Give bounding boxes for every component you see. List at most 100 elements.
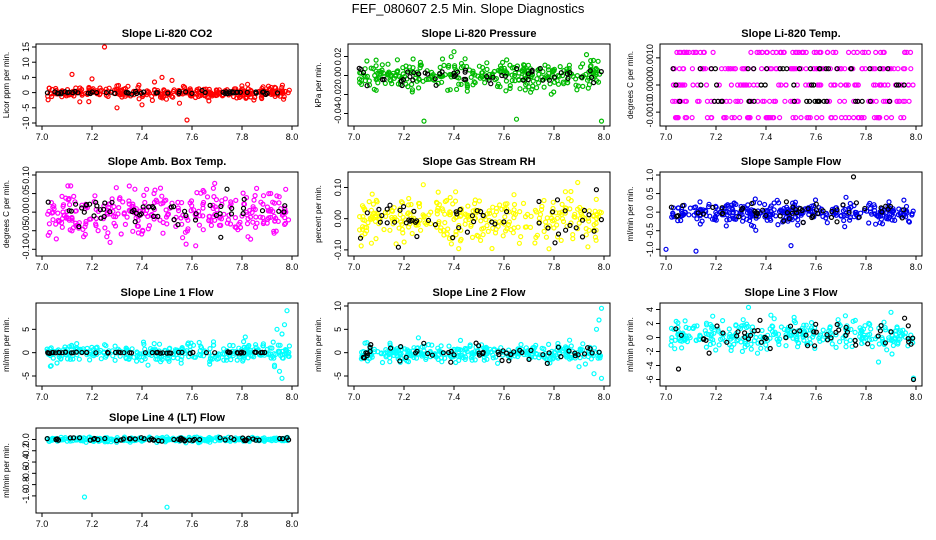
data-point-black xyxy=(526,356,532,362)
data-point-colored xyxy=(211,194,217,200)
data-point-black xyxy=(165,90,171,96)
data-point-black xyxy=(674,213,680,219)
data-point-colored xyxy=(592,234,599,240)
y-axis-label: ml/min per min. xyxy=(314,317,323,372)
data-point-black xyxy=(828,214,835,220)
x-tick-label: 7.2 xyxy=(398,392,411,402)
data-point-colored xyxy=(524,350,530,356)
data-point-colored xyxy=(672,346,678,352)
data-point-black xyxy=(825,66,832,72)
data-point-black xyxy=(392,219,398,225)
data-point-colored xyxy=(84,352,90,358)
data-point-black xyxy=(102,200,108,206)
data-point-colored xyxy=(851,49,857,56)
data-point-colored xyxy=(462,56,468,62)
data-point-colored xyxy=(453,229,459,235)
data-point-black xyxy=(70,435,77,441)
data-point-colored xyxy=(445,226,451,232)
data-point-colored xyxy=(357,214,363,220)
data-point-colored xyxy=(862,323,868,329)
data-point-colored xyxy=(596,317,602,323)
data-point-black xyxy=(403,354,409,360)
data-point-colored xyxy=(370,65,376,72)
data-point-colored xyxy=(832,114,839,121)
data-point-black xyxy=(749,200,755,207)
data-point-black xyxy=(882,340,889,346)
data-point-black xyxy=(796,66,803,72)
data-point-colored xyxy=(675,205,682,211)
data-point-colored xyxy=(541,197,547,204)
x-tick-label: 7.8 xyxy=(548,262,561,272)
data-point-colored xyxy=(437,73,443,79)
data-point-black xyxy=(142,350,148,356)
data-point-colored xyxy=(598,118,605,124)
data-point-colored xyxy=(528,213,534,219)
data-point-colored xyxy=(494,83,501,90)
data-point-colored xyxy=(502,214,508,220)
data-point-colored xyxy=(728,347,734,353)
data-point-black xyxy=(784,66,790,72)
data-point-black xyxy=(160,350,166,356)
data-point-black xyxy=(282,203,288,209)
data-point-colored xyxy=(788,333,794,339)
data-point-colored xyxy=(103,343,109,349)
data-point-colored xyxy=(843,339,849,345)
y-tick-label: 0 xyxy=(21,90,31,95)
data-point-black xyxy=(480,212,486,219)
data-point-black xyxy=(803,332,809,338)
data-point-colored xyxy=(826,98,833,104)
data-point-black xyxy=(867,66,873,72)
data-point-colored xyxy=(194,88,200,94)
data-point-black xyxy=(555,231,562,237)
data-point-black xyxy=(79,205,85,211)
data-point-colored xyxy=(200,205,206,211)
data-point-colored xyxy=(828,82,834,88)
data-point-colored xyxy=(516,70,522,76)
data-point-colored xyxy=(548,215,555,221)
data-point-black xyxy=(403,220,409,226)
data-point-black xyxy=(76,224,82,230)
data-point-colored xyxy=(869,344,875,350)
data-point-colored xyxy=(501,65,507,72)
data-point-black xyxy=(202,89,208,96)
data-point-black xyxy=(813,329,819,335)
chart-panel-2: Slope Li-820 Pressure kPa per min. 7.0 7.2 7… xyxy=(314,28,611,142)
data-point-colored xyxy=(551,79,558,85)
x-tick-label: 7.0 xyxy=(36,132,49,142)
data-point-colored xyxy=(674,49,680,56)
data-point-colored xyxy=(801,337,807,343)
data-point-colored xyxy=(805,114,812,121)
data-point-colored xyxy=(129,346,135,352)
data-point-colored xyxy=(872,221,879,227)
data-point-black xyxy=(751,66,757,72)
data-point-colored xyxy=(586,227,592,233)
data-point-colored xyxy=(362,231,368,237)
data-point-black xyxy=(478,209,484,215)
data-point-colored xyxy=(80,234,87,240)
data-points xyxy=(44,44,292,123)
data-point-colored xyxy=(794,344,801,350)
data-point-black xyxy=(566,348,572,354)
data-point-colored xyxy=(769,66,775,72)
data-point-colored xyxy=(847,200,853,207)
data-point-colored xyxy=(554,234,561,240)
data-point-black xyxy=(781,218,787,224)
data-point-colored xyxy=(447,209,453,215)
data-point-colored xyxy=(478,73,484,80)
data-point-colored xyxy=(145,226,151,232)
data-point-colored xyxy=(175,199,181,205)
data-point-black xyxy=(834,207,840,213)
data-point-colored xyxy=(276,348,282,354)
data-point-black xyxy=(176,88,183,95)
x-tick-label: 7.8 xyxy=(548,132,561,142)
data-point-colored xyxy=(480,225,487,231)
data-point-colored xyxy=(447,212,453,218)
data-point-colored xyxy=(562,210,568,216)
data-point-black xyxy=(58,91,64,97)
data-point-colored xyxy=(406,64,413,70)
data-point-colored xyxy=(498,65,504,71)
data-point-colored xyxy=(798,66,804,72)
data-point-colored xyxy=(570,232,576,238)
data-point-black xyxy=(895,82,902,88)
data-point-black xyxy=(357,235,364,241)
